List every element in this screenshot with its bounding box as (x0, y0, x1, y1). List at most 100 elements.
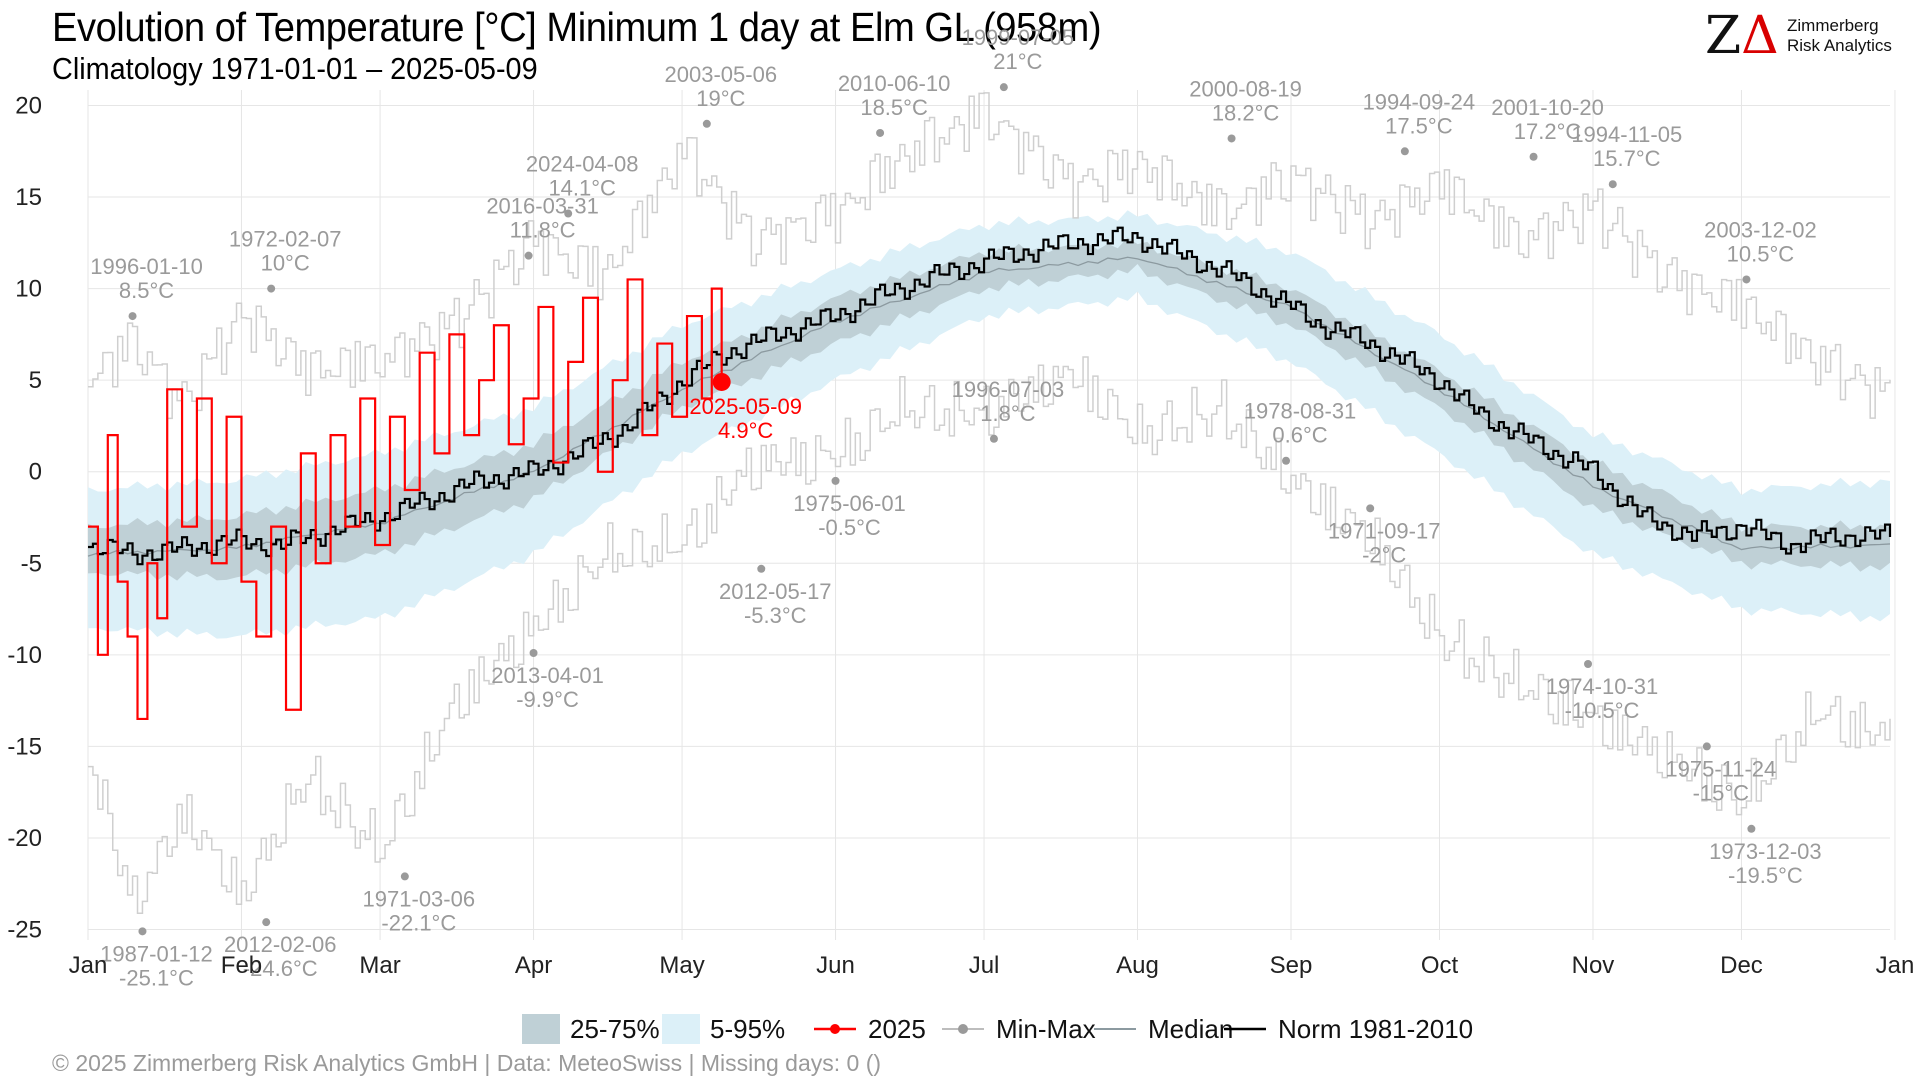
legend-label-5-95: 5-95% (710, 1013, 786, 1044)
record-value-label: -15°C (1693, 780, 1750, 805)
logo-mark: ZΔ (1705, 6, 1779, 66)
record-value-label: -25.1°C (119, 965, 194, 990)
legend-item-25-75: 25-75% (522, 1010, 660, 1048)
record-annotation: 1987-01-12-25.1°C (100, 927, 213, 990)
current-day-value-label: 4.9°C (718, 418, 773, 443)
x-tick-label: Oct (1421, 952, 1459, 979)
record-value-label: 17.2°C (1514, 119, 1582, 144)
record-date-label: 2013-04-01 (491, 663, 604, 688)
legend-swatch-5-95 (662, 1014, 700, 1044)
legend-label-minmax: Min-Max (996, 1013, 1096, 1044)
record-point (138, 927, 147, 936)
legend-swatch-25-75 (522, 1014, 560, 1044)
record-date-label: 1972-02-07 (229, 227, 342, 252)
record-point (1608, 180, 1617, 189)
record-value-label: 1.8°C (980, 401, 1035, 426)
record-point (529, 649, 538, 658)
legend-swatch-norm (1224, 1027, 1266, 1031)
record-point (831, 476, 840, 485)
x-tick-label: May (659, 952, 704, 979)
record-date-label: 2003-12-02 (1704, 217, 1817, 242)
record-date-label: 2012-05-17 (719, 579, 832, 604)
x-tick-label: Jun (816, 952, 855, 979)
legend-label-norm: Norm 1981-2010 (1278, 1013, 1474, 1044)
legend-swatch-minmax (942, 1024, 984, 1034)
legend-label-25-75: 25-75% (570, 1013, 660, 1044)
record-date-label: 1987-01-12 (100, 941, 213, 966)
median-line (87, 256, 1891, 557)
record-date-label: 1973-12-03 (1709, 839, 1822, 864)
record-value-label: -5.3°C (744, 603, 807, 628)
minmax-min-line (88, 356, 1891, 915)
x-tick-label: Jan (1876, 952, 1915, 979)
y-tick-label: 10 (15, 276, 42, 303)
y-tick-label: -10 (7, 642, 42, 669)
x-tick-label: Nov (1572, 952, 1615, 979)
x-tick-label: Feb (221, 952, 262, 979)
y-tick-label: 5 (29, 367, 42, 394)
minmax-max-line (88, 92, 1891, 420)
legend-label-2025: 2025 (868, 1013, 926, 1044)
record-value-label: 17.5°C (1385, 113, 1453, 138)
record-date-label: 1994-11-05 (1571, 122, 1682, 147)
logo-line-2: Risk Analytics (1787, 36, 1892, 55)
record-date-label: 2012-02-06 (224, 932, 337, 957)
chart-subtitle: Climatology 1971-01-01 – 2025-05-09 (52, 51, 538, 86)
chart-title: Evolution of Temperature [°C] Minimum 1 … (52, 4, 1102, 50)
current-day-point (712, 372, 731, 391)
record-value-label: -22.1°C (381, 910, 456, 935)
current-day-date-label: 2025-05-09 (689, 394, 802, 419)
record-point (524, 251, 533, 260)
record-point (1742, 275, 1751, 284)
record-value-label: 10.5°C (1727, 241, 1795, 266)
logo-line-1: Zimmerberg (1787, 16, 1879, 35)
y-tick-label: 0 (29, 459, 42, 486)
record-date-label: 2016-03-31 (486, 194, 599, 219)
record-date-label: 1996-07-03 (952, 377, 1065, 402)
record-value-label: 21°C (993, 49, 1042, 74)
record-point (1529, 152, 1538, 161)
band-25-75 (88, 237, 1890, 581)
record-value-label: 18.2°C (1212, 100, 1280, 125)
x-tick-label: Apr (515, 952, 552, 979)
record-point (1282, 456, 1291, 465)
record-value-label: -10.5°C (1565, 698, 1640, 723)
copyright-footer: © 2025 Zimmerberg Risk Analytics GmbH | … (52, 1050, 882, 1076)
record-annotation: 1973-12-03-19.5°C (1709, 824, 1822, 888)
record-value-label: 19°C (696, 86, 745, 111)
record-value-label: 0.6°C (1272, 423, 1327, 448)
year-2025-line (88, 278, 723, 721)
band-5-95 (88, 210, 1890, 639)
record-point (564, 209, 573, 218)
record-annotation: 1971-03-06-22.1°C (363, 872, 475, 935)
legend-item-5-95: 5-95% (662, 1010, 785, 1048)
record-point (989, 434, 998, 443)
legend-item-norm: Norm 1981-2010 (1222, 1010, 1473, 1048)
record-annotation: 1975-06-01-0.5°C (793, 476, 906, 540)
record-annotation: 2012-05-17-5.3°C (719, 564, 832, 628)
x-tick-label: Sep (1270, 952, 1313, 979)
record-point (400, 872, 409, 881)
y-tick-label: -15 (7, 733, 42, 760)
record-date-label: 1971-09-17 (1328, 518, 1441, 543)
record-point (1227, 134, 1236, 143)
record-date-label: 2001-10-20 (1491, 95, 1604, 120)
record-annotation: 2013-04-01-9.9°C (491, 649, 604, 712)
record-point (1400, 147, 1409, 156)
record-annotation: 2012-02-06-24.6°C (224, 918, 337, 981)
legend-item-2025: 2025 (812, 1010, 926, 1048)
record-date-label: 1975-11-24 (1665, 756, 1776, 781)
y-tick-label: -25 (7, 917, 42, 944)
record-value-label: -24.6°C (243, 956, 318, 981)
record-point (1584, 659, 1593, 668)
record-point (1747, 824, 1756, 833)
record-date-label: 2003-05-06 (665, 62, 778, 87)
